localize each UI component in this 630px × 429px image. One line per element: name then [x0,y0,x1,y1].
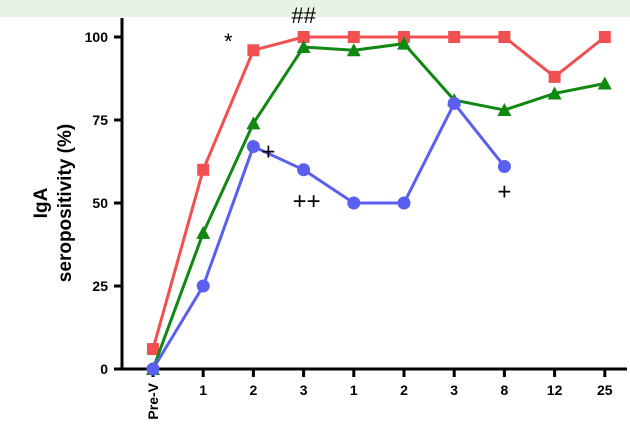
triangle-marker [597,76,612,90]
circle-marker [447,96,461,110]
x-tick-label: 3 [300,382,308,398]
triangle-marker [246,116,261,130]
circle-marker [246,140,260,154]
series-line-square [151,35,606,350]
y-tick-label: 0 [100,361,108,377]
square-marker [247,44,260,57]
triangle-marker [497,103,512,117]
circle-marker [347,196,361,210]
y-tick-label: 75 [92,112,108,128]
circle-marker [196,279,210,293]
triangle-marker [346,43,361,57]
triangle-marker [397,36,411,50]
x-tick-label: 2 [400,382,408,398]
significance-annotation: ++ [293,188,321,215]
square-marker [598,31,611,43]
axes [114,18,627,377]
x-tick-label: 12 [547,382,563,398]
x-tick-label: 2 [250,382,258,398]
circle-marker [397,196,411,210]
significance-annotation: * [224,29,233,54]
square-marker [147,343,159,356]
top-band [0,0,630,17]
circle-marker [297,163,311,177]
x-tick-label: 25 [597,382,613,398]
series-line-circle [151,101,506,370]
triangle-marker [547,86,562,100]
significance-annotation: ## [291,3,316,28]
y-tick-label: 100 [85,29,109,45]
y-tick-label: 25 [92,278,108,294]
x-tick-label: Pre-V [145,382,161,419]
triangle-marker [196,225,211,239]
series-layer [146,31,612,376]
square-marker [347,31,360,43]
circle-marker [146,362,160,376]
x-tick-label: 1 [350,382,358,398]
x-tick-label: 1 [199,382,207,398]
square-marker [548,70,561,83]
y-axis-title-line1: IgA [31,187,52,218]
square-marker [297,31,310,43]
significance-annotation: + [261,139,275,166]
x-tick-label: 3 [450,382,458,398]
circle-marker [497,159,511,173]
square-marker [448,31,461,43]
significance-annotation: + [497,178,511,205]
triangle-marker [296,39,311,53]
square-marker [498,31,511,43]
series-line-triangle [151,42,606,370]
x-tick-label: 8 [501,382,509,398]
y-tick-label: 50 [92,195,108,211]
square-marker [197,163,210,176]
y-axis-title-line2: seropositivity (%) [55,124,76,282]
